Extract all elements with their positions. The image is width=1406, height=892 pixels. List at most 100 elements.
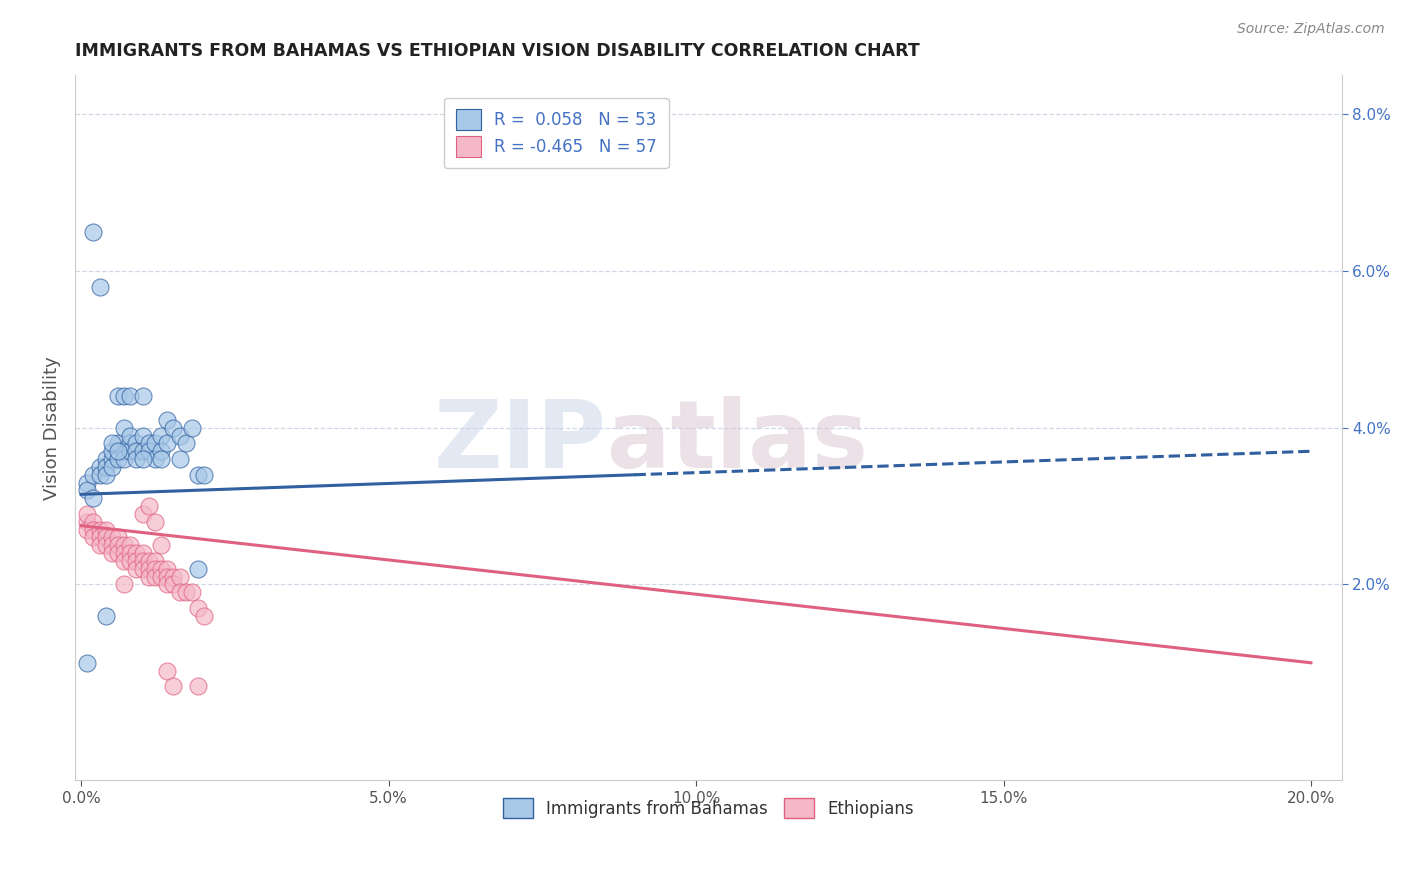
- Point: [120, 436, 142, 450]
- Point: [131, 428, 153, 442]
- Point: [150, 569, 173, 583]
- Point: [101, 459, 124, 474]
- Point: [112, 444, 135, 458]
- Point: [94, 608, 117, 623]
- Point: [187, 562, 209, 576]
- Point: [138, 562, 160, 576]
- Point: [169, 452, 191, 467]
- Point: [120, 546, 142, 560]
- Point: [156, 413, 179, 427]
- Point: [143, 436, 166, 450]
- Point: [82, 515, 104, 529]
- Point: [125, 546, 148, 560]
- Point: [131, 389, 153, 403]
- Point: [156, 562, 179, 576]
- Point: [107, 389, 129, 403]
- Point: [131, 562, 153, 576]
- Point: [76, 515, 98, 529]
- Point: [150, 538, 173, 552]
- Point: [120, 554, 142, 568]
- Point: [125, 562, 148, 576]
- Point: [112, 452, 135, 467]
- Point: [101, 452, 124, 467]
- Point: [82, 491, 104, 506]
- Point: [125, 554, 148, 568]
- Point: [143, 452, 166, 467]
- Point: [125, 436, 148, 450]
- Point: [89, 279, 111, 293]
- Point: [180, 421, 202, 435]
- Point: [120, 538, 142, 552]
- Point: [107, 531, 129, 545]
- Text: atlas: atlas: [607, 396, 868, 488]
- Point: [120, 444, 142, 458]
- Point: [150, 428, 173, 442]
- Point: [138, 436, 160, 450]
- Point: [82, 531, 104, 545]
- Point: [101, 538, 124, 552]
- Point: [138, 499, 160, 513]
- Point: [89, 459, 111, 474]
- Point: [187, 601, 209, 615]
- Point: [174, 436, 197, 450]
- Point: [112, 538, 135, 552]
- Point: [101, 531, 124, 545]
- Point: [162, 421, 184, 435]
- Point: [169, 585, 191, 599]
- Point: [162, 577, 184, 591]
- Point: [89, 538, 111, 552]
- Point: [131, 554, 153, 568]
- Point: [94, 538, 117, 552]
- Point: [169, 428, 191, 442]
- Point: [131, 452, 153, 467]
- Point: [82, 467, 104, 482]
- Point: [174, 585, 197, 599]
- Point: [76, 656, 98, 670]
- Point: [193, 608, 215, 623]
- Point: [125, 452, 148, 467]
- Point: [89, 467, 111, 482]
- Point: [107, 452, 129, 467]
- Point: [107, 538, 129, 552]
- Point: [162, 679, 184, 693]
- Point: [187, 467, 209, 482]
- Point: [101, 546, 124, 560]
- Point: [131, 546, 153, 560]
- Point: [138, 569, 160, 583]
- Point: [94, 459, 117, 474]
- Point: [94, 531, 117, 545]
- Point: [120, 389, 142, 403]
- Text: IMMIGRANTS FROM BAHAMAS VS ETHIOPIAN VISION DISABILITY CORRELATION CHART: IMMIGRANTS FROM BAHAMAS VS ETHIOPIAN VIS…: [75, 42, 920, 60]
- Point: [143, 562, 166, 576]
- Point: [162, 569, 184, 583]
- Legend: Immigrants from Bahamas, Ethiopians: Immigrants from Bahamas, Ethiopians: [496, 791, 921, 825]
- Point: [82, 523, 104, 537]
- Text: ZIP: ZIP: [434, 396, 607, 488]
- Point: [156, 664, 179, 678]
- Point: [89, 523, 111, 537]
- Point: [143, 554, 166, 568]
- Point: [156, 577, 179, 591]
- Point: [76, 507, 98, 521]
- Point: [187, 679, 209, 693]
- Point: [143, 569, 166, 583]
- Point: [169, 569, 191, 583]
- Point: [112, 389, 135, 403]
- Point: [138, 444, 160, 458]
- Point: [193, 467, 215, 482]
- Point: [112, 546, 135, 560]
- Point: [76, 483, 98, 498]
- Point: [94, 523, 117, 537]
- Point: [112, 577, 135, 591]
- Point: [125, 444, 148, 458]
- Point: [112, 421, 135, 435]
- Point: [94, 467, 117, 482]
- Point: [131, 507, 153, 521]
- Point: [101, 436, 124, 450]
- Point: [112, 554, 135, 568]
- Point: [82, 225, 104, 239]
- Point: [150, 562, 173, 576]
- Point: [138, 554, 160, 568]
- Point: [156, 569, 179, 583]
- Point: [150, 444, 173, 458]
